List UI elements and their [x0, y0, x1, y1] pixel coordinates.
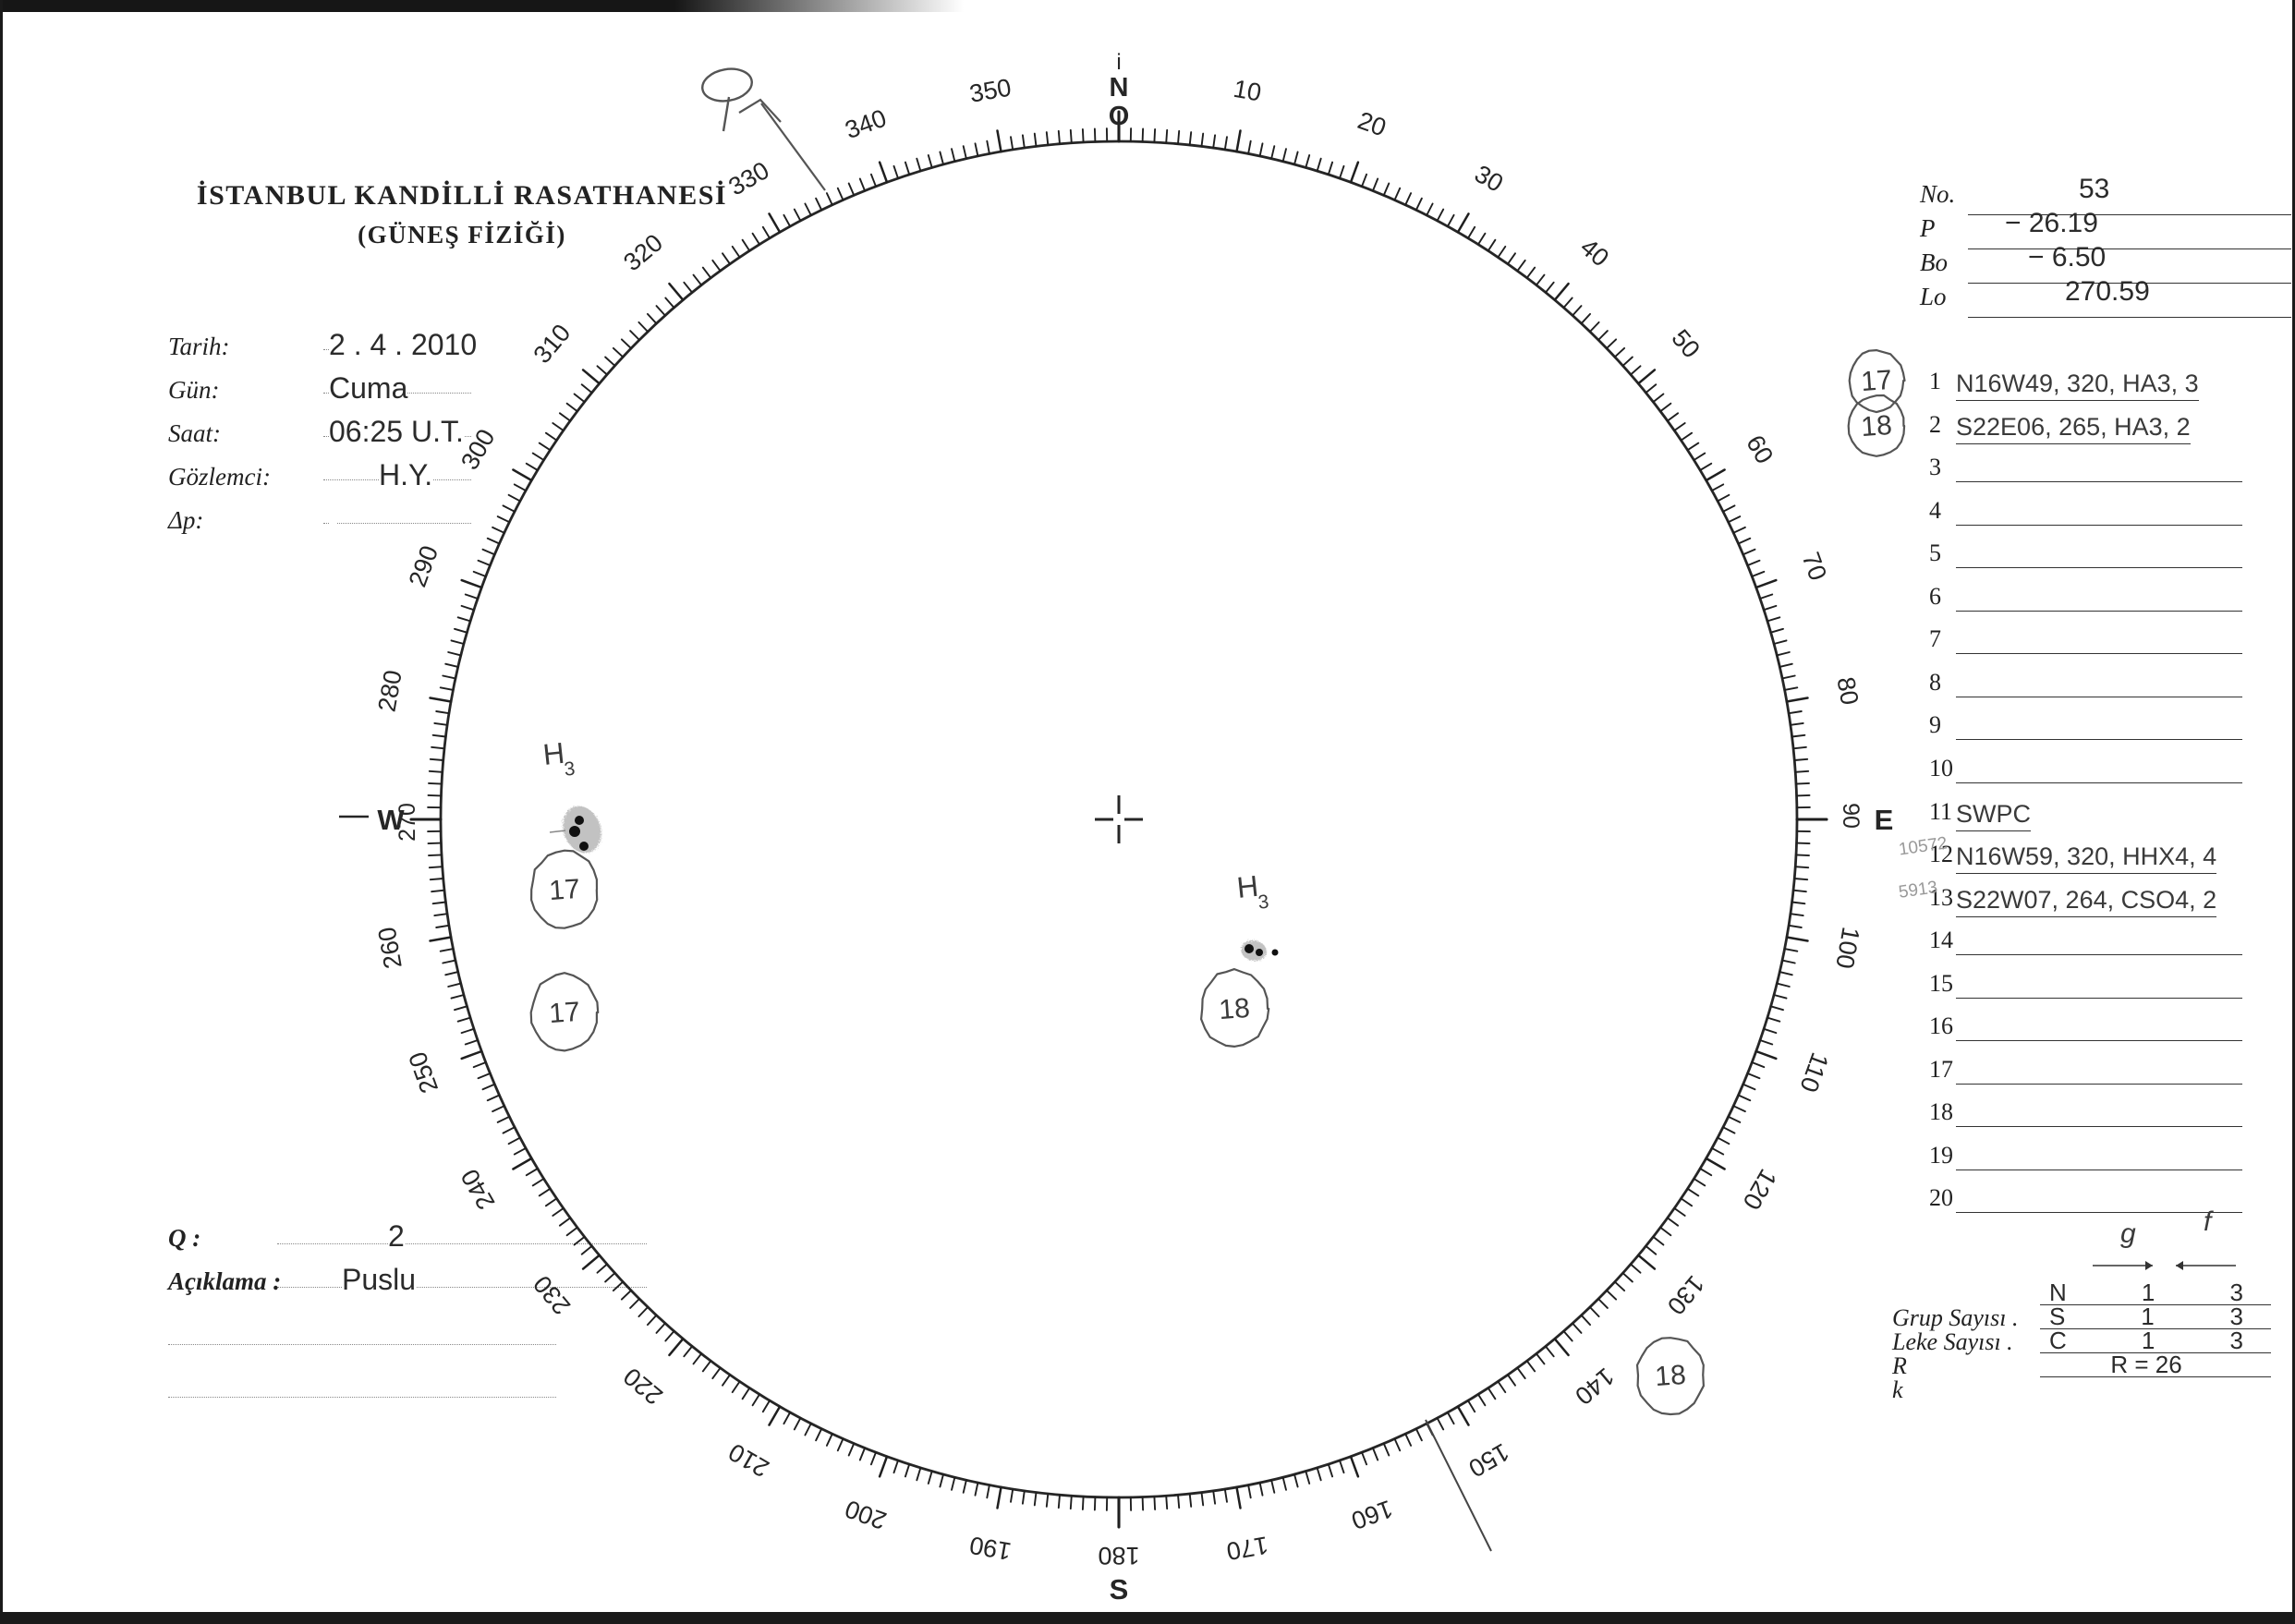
svg-text:210: 210 — [723, 1437, 773, 1483]
svg-text:30: 30 — [1470, 160, 1508, 198]
svg-text:280: 280 — [372, 668, 407, 714]
svg-text:18: 18 — [1218, 993, 1251, 1025]
svg-text:110: 110 — [1794, 1049, 1834, 1097]
svg-text:290: 290 — [404, 542, 444, 591]
svg-text:250: 250 — [404, 1048, 444, 1097]
svg-text:140: 140 — [1570, 1363, 1620, 1411]
svg-text:N: N — [1110, 73, 1129, 103]
svg-text:O: O — [1109, 102, 1130, 131]
svg-text:50: 50 — [1666, 324, 1705, 363]
svg-text:300: 300 — [455, 424, 501, 474]
svg-text:10: 10 — [1232, 75, 1264, 107]
svg-text:3: 3 — [1257, 891, 1269, 914]
svg-text:120: 120 — [1737, 1164, 1782, 1214]
svg-text:270: 270 — [395, 803, 420, 842]
svg-text:310: 310 — [528, 319, 576, 369]
svg-text:80: 80 — [1831, 675, 1864, 708]
svg-text:18: 18 — [1654, 1360, 1687, 1392]
svg-text:E: E — [1875, 804, 1894, 836]
svg-text:S: S — [1110, 1573, 1129, 1606]
svg-text:330: 330 — [723, 156, 773, 201]
svg-text:g: g — [2120, 1218, 2136, 1249]
svg-text:60: 60 — [1741, 430, 1779, 468]
svg-text:17: 17 — [548, 874, 581, 906]
svg-text:170: 170 — [1224, 1531, 1270, 1565]
svg-text:220: 220 — [618, 1363, 668, 1411]
svg-text:150: 150 — [1463, 1437, 1513, 1483]
svg-text:260: 260 — [372, 925, 407, 971]
svg-text:160: 160 — [1348, 1495, 1397, 1535]
svg-text:180: 180 — [1098, 1542, 1139, 1569]
svg-text:70: 70 — [1796, 549, 1831, 584]
svg-text:100: 100 — [1830, 925, 1864, 971]
svg-text:18: 18 — [1860, 410, 1893, 442]
svg-text:200: 200 — [842, 1495, 891, 1535]
svg-text:17: 17 — [1860, 365, 1893, 397]
svg-text:340: 340 — [842, 104, 891, 145]
svg-text:20: 20 — [1354, 106, 1390, 141]
svg-text:320: 320 — [618, 228, 668, 276]
svg-text:f: f — [2204, 1206, 2214, 1237]
svg-text:17: 17 — [548, 997, 581, 1029]
svg-text:i: i — [1116, 50, 1121, 75]
svg-text:3: 3 — [563, 758, 576, 781]
svg-text:130: 130 — [1662, 1270, 1710, 1320]
svg-text:190: 190 — [967, 1531, 1014, 1565]
svg-text:40: 40 — [1575, 233, 1614, 272]
svg-text:H: H — [541, 736, 566, 771]
svg-text:240: 240 — [455, 1164, 501, 1214]
svg-text:230: 230 — [528, 1270, 576, 1320]
svg-text:90: 90 — [1838, 803, 1864, 829]
svg-text:H: H — [1235, 869, 1260, 904]
svg-text:350: 350 — [967, 73, 1014, 107]
